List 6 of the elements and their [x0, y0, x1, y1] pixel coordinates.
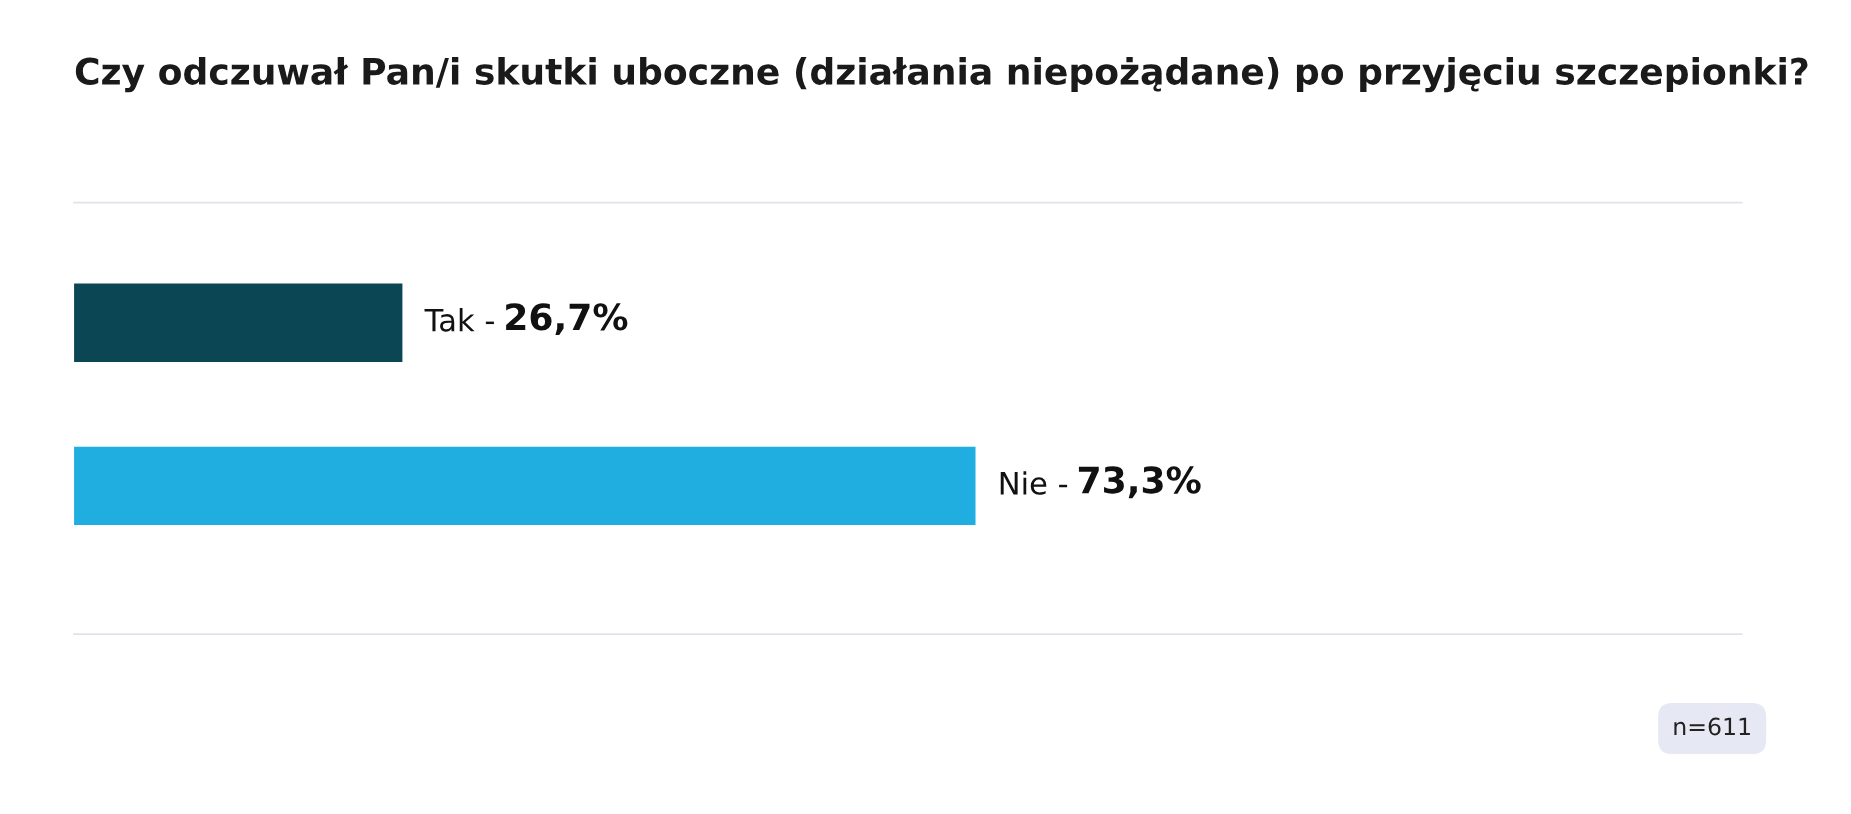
data-label: 73,3% [1078, 466, 1201, 499]
y-tick-label: Tak - [424, 307, 494, 332]
y-tick-label: Nie - [1000, 471, 1068, 495]
data-label: 26,7% [506, 303, 628, 336]
text: n=611 [1674, 717, 1750, 736]
chart-title: Czy odczuwał Pan/i skutki uboczne (działania niepożądane) po przyjęciu szczepionki? [75, 56, 1808, 93]
